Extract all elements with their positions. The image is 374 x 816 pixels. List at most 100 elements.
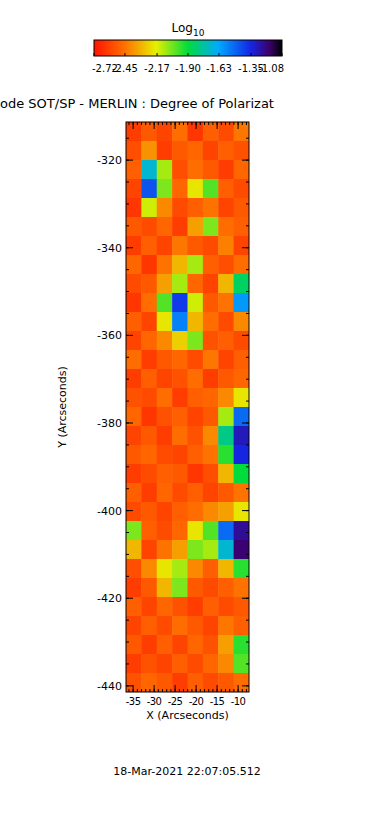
cell [157,521,173,540]
cell [172,483,188,502]
colorbar-tick [188,53,189,56]
cell [203,160,219,180]
cell [188,122,204,141]
cell [157,445,173,465]
x-tick [196,122,197,129]
colorbar-tick [251,53,252,56]
cell [172,236,188,255]
cell [188,502,204,522]
y-minor-tick [246,444,249,445]
y-tick [242,335,249,336]
y-minor-tick [126,488,129,489]
cell [157,464,173,483]
cell [234,673,249,692]
x-minor-tick [212,122,213,125]
y-minor-tick [246,138,249,139]
cell [218,502,234,522]
cell [234,331,249,351]
y-minor-tick [246,576,249,577]
y-tick [126,160,133,161]
cell [141,141,157,160]
colorbar-title: Log10 [172,21,205,38]
x-minor-tick [233,122,234,125]
colorbar-title-main: Log [172,21,193,35]
x-tick-label: -30 [147,696,162,707]
cell [218,540,234,559]
x-minor-tick [212,689,213,692]
cell [234,160,249,180]
cell [126,483,142,502]
cell [141,654,157,673]
cell [172,616,188,636]
cell [126,388,142,408]
cell [203,217,219,237]
cell [203,464,219,483]
cell [234,597,249,616]
y-minor-tick [126,620,129,621]
cell [126,350,142,369]
cell [234,483,249,502]
cell [157,578,173,597]
cell [172,331,188,351]
x-minor-tick [200,122,201,125]
y-axis-label: Y (Arcseconds) [56,366,69,449]
cell [188,407,204,426]
cell [188,293,204,312]
cell [203,502,219,522]
x-minor-tick [170,122,171,125]
cell [157,141,173,160]
x-minor-tick [158,689,159,692]
cell [172,179,188,198]
x-minor-tick [204,122,205,125]
cells [126,122,249,692]
x-minor-tick [229,689,230,692]
colorbar-tick-label: -1.08 [258,63,284,74]
cell [172,407,188,426]
cell [157,331,173,351]
cell [172,312,188,331]
cell [157,635,173,654]
cell [172,217,188,237]
cell [203,521,219,540]
cell [234,388,249,408]
x-minor-tick [166,122,167,125]
y-minor-tick [246,488,249,489]
x-tick-label: -15 [210,696,225,707]
cell [157,255,173,274]
y-tick-label: -400 [97,505,122,518]
cell [188,521,204,540]
cell [203,141,219,160]
cell [141,236,157,255]
y-minor-tick [126,225,129,226]
cell [141,160,157,180]
x-minor-tick [149,122,150,125]
cell [188,559,204,579]
x-minor-tick [145,122,146,125]
cell [218,559,234,579]
cell [218,635,234,654]
cell [218,217,234,237]
colorbar-tick [124,53,125,56]
cell [218,673,234,692]
cell [141,464,157,483]
y-minor-tick [246,532,249,533]
cell [188,616,204,636]
cell [203,122,219,141]
x-minor-tick [162,689,163,692]
x-minor-tick [183,122,184,125]
y-minor-tick [246,379,249,380]
y-minor-tick [126,313,129,314]
y-minor-tick [126,554,129,555]
x-axis-label: X (Arcseconds) [146,709,228,722]
cell [141,198,157,217]
cell [126,198,142,217]
y-minor-tick [126,203,129,204]
cell [141,293,157,312]
cell [203,293,219,312]
cell [172,464,188,483]
cell [141,635,157,654]
cell [126,445,142,465]
y-minor-tick [126,182,129,183]
y-minor-tick [126,642,129,643]
cell [141,426,157,445]
